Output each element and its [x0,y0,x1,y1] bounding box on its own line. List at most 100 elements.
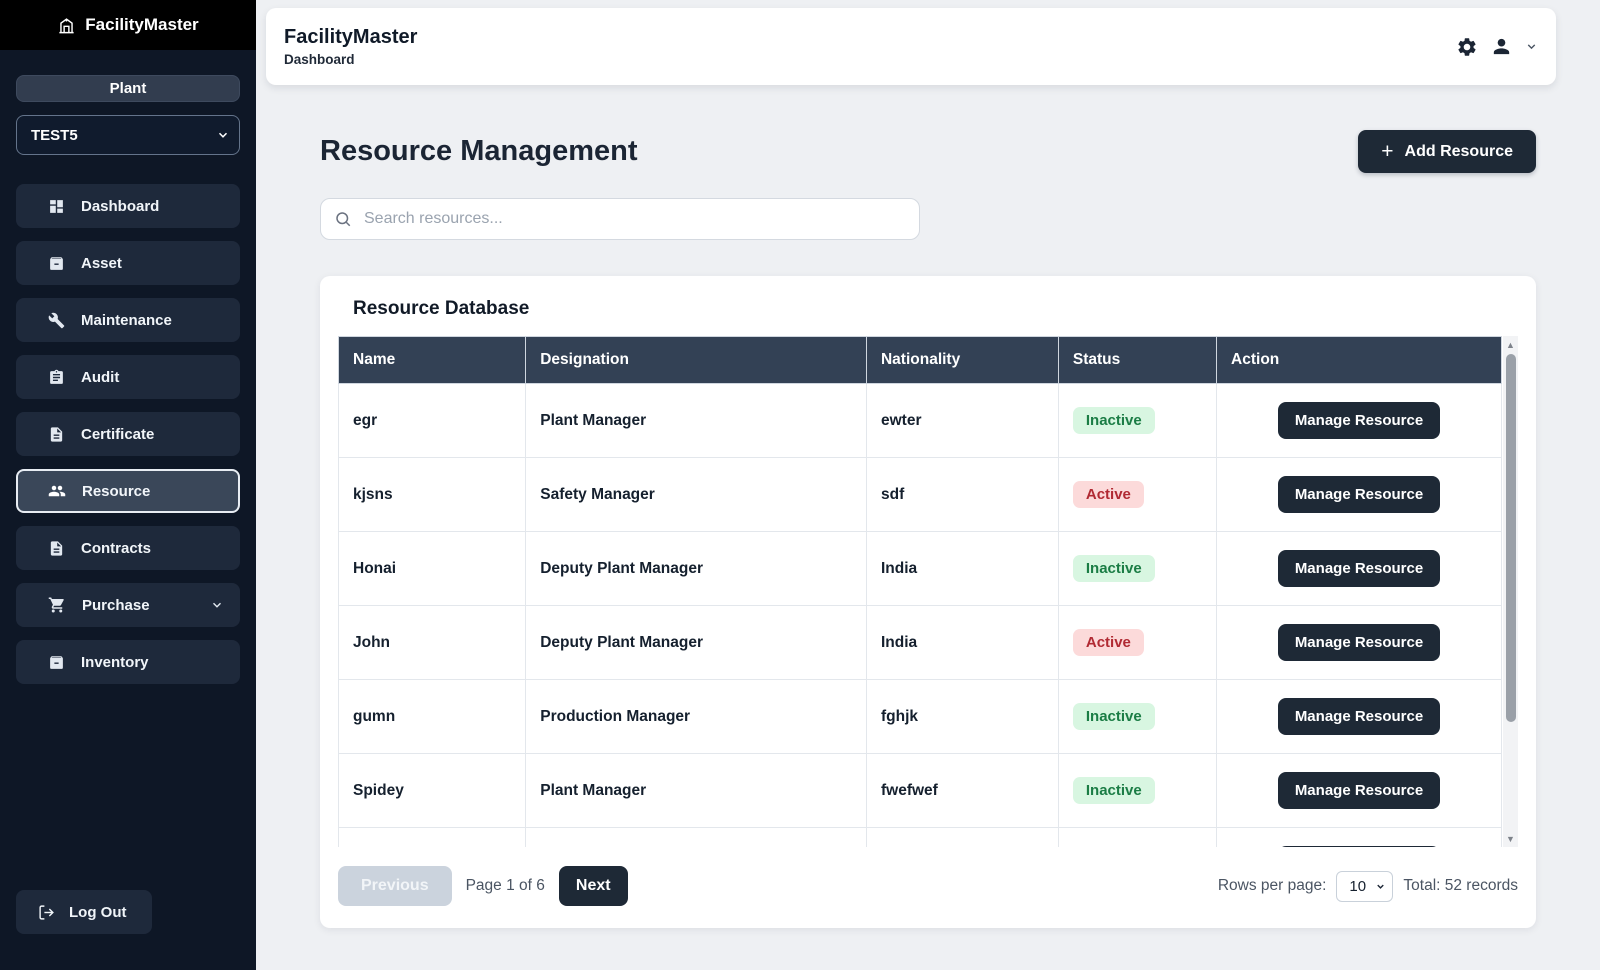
table-row: Honai Deputy Plant Manager India Inactiv… [338,531,1502,606]
sidebar-item-label: Contracts [81,539,152,557]
cell-status: Inactive [1057,383,1218,458]
column-header-designation: Designation [525,336,867,384]
manage-resource-button[interactable]: Manage Resource [1277,402,1441,439]
cell-status: Inactive [1057,679,1218,754]
sidebar-item-label: Maintenance [81,311,172,329]
main-area: FacilityMaster Dashboard Resource Manage… [256,0,1600,970]
add-resource-button[interactable]: + Add Resource [1358,130,1536,173]
cell-name: kjsns [338,457,527,532]
sidebar-item-label: Audit [81,368,120,386]
manage-resource-button[interactable]: Manage Resource [1277,550,1441,587]
scrollbar-up-arrow[interactable]: ▲ [1506,339,1515,350]
archive-box-icon [48,255,65,272]
table-row: John Deputy Plant Manager India Active M… [338,605,1502,680]
sidebar-item-purchase[interactable]: Purchase [16,583,240,627]
cell-action: Manage Resource [1216,679,1502,754]
card-title: Resource Database [353,298,530,319]
sidebar-item-label: Inventory [81,653,149,671]
logout-icon [38,904,55,921]
cell-action: Manage Resource [1216,753,1502,828]
logo-text: FacilityMaster [85,15,199,34]
manage-resource-button[interactable]: Manage Resource [1277,846,1441,847]
cell-action: Manage Resource [1216,827,1502,847]
search-icon [334,210,352,228]
cell-designation: Deputy Plant Manager [525,605,867,680]
status-badge: Inactive [1072,555,1155,582]
cell-designation: Production Manager [525,827,867,847]
cell-designation: Deputy Plant Manager [525,531,867,606]
gear-icon[interactable] [1456,36,1478,58]
sidebar-item-label: Purchase [82,596,150,614]
column-header-nationality: Nationality [865,336,1059,384]
chevron-down-icon [210,598,224,612]
inventory-box-icon [48,654,65,671]
cell-action: Manage Resource [1216,605,1502,680]
cell-designation: Plant Manager [525,383,867,458]
cell-nationality: fghjk [865,679,1059,754]
status-badge: Active [1072,481,1144,508]
cell-status: Inactive [1057,753,1218,828]
manage-resource-button[interactable]: Manage Resource [1277,476,1441,513]
search-input[interactable] [320,198,920,240]
document-icon [48,540,65,557]
table-row: kjsns Safety Manager sdf Active Manage R… [338,457,1502,532]
sidebar-item-inventory[interactable]: Inventory [16,640,240,684]
table-row: Spidey Plant Manager fwefwef Inactive Ma… [338,753,1502,828]
header-breadcrumb: Dashboard [284,52,355,67]
sidebar-item-asset[interactable]: Asset [16,241,240,285]
sidebar-item-label: Dashboard [81,197,160,215]
cell-name: Spidey [338,753,527,828]
cell-nationality: ewter [865,383,1059,458]
cell-name: egr [338,383,527,458]
user-icon[interactable] [1490,35,1513,58]
document-icon [48,426,65,443]
table-header-row: Name Designation Nationality Status Acti… [338,336,1502,384]
table-row: duga Production Manager ss Inactive Mana… [338,827,1502,847]
manage-resource-button[interactable]: Manage Resource [1277,624,1441,661]
sidebar-item-certificate[interactable]: Certificate [16,412,240,456]
table-row: gumn Production Manager fghjk Inactive M… [338,679,1502,754]
page-info: Page 1 of 6 [465,877,545,894]
cell-action: Manage Resource [1216,383,1502,458]
scrollbar-thumb[interactable] [1505,354,1516,722]
cell-action: Manage Resource [1216,457,1502,532]
cell-nationality: fwefwef [865,753,1059,828]
table-scrollbar[interactable]: ▲ ▼ [1503,336,1518,847]
sidebar-nav: Dashboard Asset Maintenance Audit [16,184,240,684]
cell-action: Manage Resource [1216,531,1502,606]
rows-per-page-select[interactable]: 10 [1336,870,1394,902]
dashboard-grid-icon [48,198,65,215]
cell-nationality: sdf [865,457,1059,532]
resource-database-card: Resource Database Name Designation Natio… [320,276,1536,928]
manage-resource-button[interactable]: Manage Resource [1277,772,1441,809]
logout-label: Log Out [69,903,127,921]
sidebar-item-maintenance[interactable]: Maintenance [16,298,240,342]
sidebar-item-dashboard[interactable]: Dashboard [16,184,240,228]
top-header: FacilityMaster Dashboard [266,8,1556,85]
logout-button[interactable]: Log Out [16,890,152,934]
sidebar: FacilityMaster Plant TEST5 Dashboard [0,0,256,970]
manage-resource-button[interactable]: Manage Resource [1277,698,1441,735]
next-page-button[interactable]: Next [558,866,628,906]
status-badge: Inactive [1072,777,1155,804]
column-header-action: Action [1216,336,1502,384]
chevron-down-icon[interactable] [1525,40,1538,53]
total-records: Total: 52 records [1403,877,1518,894]
scrollbar-down-arrow[interactable]: ▼ [1506,833,1515,844]
sidebar-logo: FacilityMaster [0,0,256,50]
cart-icon [48,596,66,614]
cell-designation: Plant Manager [525,753,867,828]
cell-status: Inactive [1057,827,1218,847]
cell-nationality: India [865,605,1059,680]
previous-page-button[interactable]: Previous [338,866,452,906]
sidebar-item-contracts[interactable]: Contracts [16,526,240,570]
plant-label: Plant [16,75,240,102]
sidebar-item-resource[interactable]: Resource [16,469,240,513]
building-icon [57,16,76,35]
sidebar-item-audit[interactable]: Audit [16,355,240,399]
plant-select[interactable]: TEST5 [16,115,240,155]
column-header-status: Status [1057,336,1218,384]
cell-name: gumn [338,679,527,754]
status-badge: Active [1072,629,1144,656]
cell-designation: Safety Manager [525,457,867,532]
